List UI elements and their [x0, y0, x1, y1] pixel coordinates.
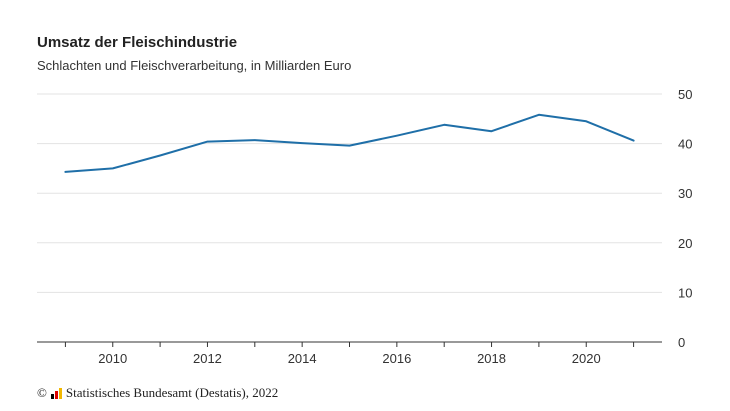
grid-lines — [37, 93, 662, 293]
y-tick-label: 20 — [678, 236, 692, 251]
y-axis: 0 10 20 30 40 50 — [678, 87, 692, 350]
copyright-symbol: © — [37, 385, 47, 400]
chart-title: Umsatz der Fleischindustrie — [37, 34, 238, 51]
x-tick-label: 2016 — [382, 351, 411, 366]
x-tick-label: 2014 — [288, 351, 317, 366]
destatis-logo-icon — [50, 387, 62, 399]
y-tick-label: 0 — [678, 335, 685, 350]
x-tick-label: 2018 — [477, 351, 506, 366]
source-note: © Statistisches Bundesamt (Destatis), 20… — [37, 385, 278, 401]
series-line-0 — [64, 113, 635, 173]
source-text: Statistisches Bundesamt (Destatis), 2022 — [65, 385, 279, 400]
y-tick-label: 40 — [678, 137, 692, 152]
chart-subtitle: Schlachten und Fleischverarbeitung, in M… — [37, 58, 352, 73]
y-tick-label: 10 — [678, 285, 692, 300]
y-tick-label: 50 — [678, 87, 692, 102]
x-tick-label: 2012 — [193, 351, 222, 366]
x-tick-label: 2020 — [572, 351, 601, 366]
x-axis: 2010 2012 2014 2016 2018 2020 — [37, 341, 662, 366]
y-tick-label: 30 — [678, 186, 692, 201]
x-tick-label: 2010 — [98, 351, 127, 366]
series-lines — [64, 113, 635, 173]
